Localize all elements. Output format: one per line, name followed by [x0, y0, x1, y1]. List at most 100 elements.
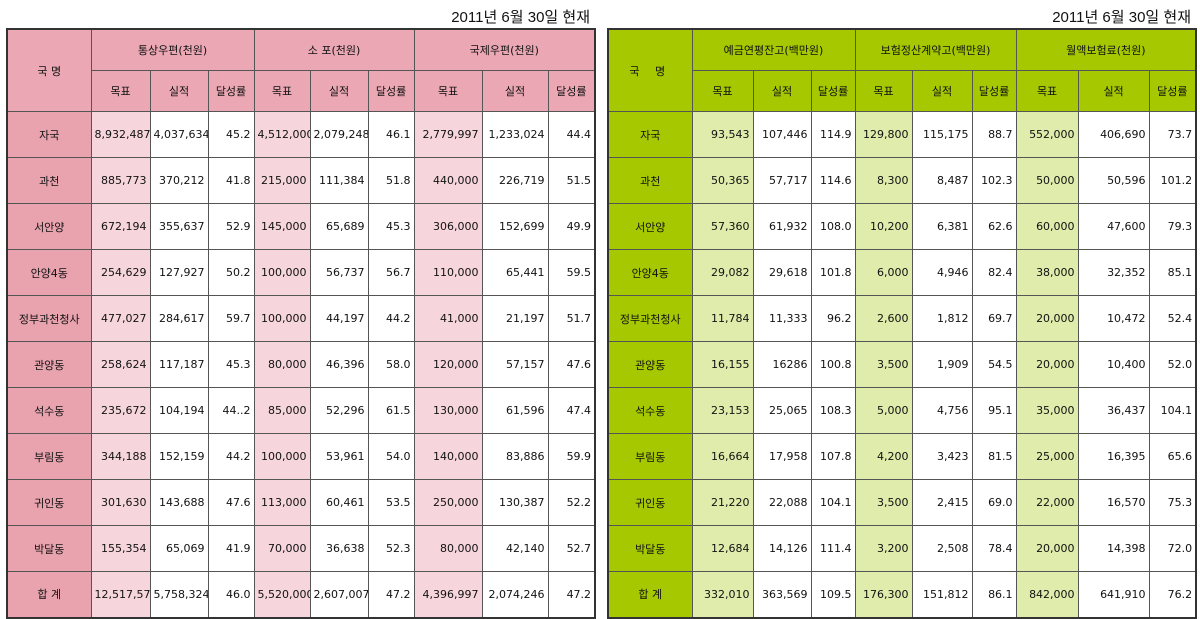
- target-cell: 38,000: [1015, 249, 1079, 296]
- rate-cell: 54.0: [367, 433, 415, 480]
- target-cell: 301,630: [90, 479, 151, 526]
- table-row: 합 계 332,010 363,569 109.5 176,300 151,812 86.1…: [607, 571, 1197, 618]
- actual-cell: 8,487: [911, 157, 973, 204]
- rate-cell: 114.6: [810, 157, 856, 204]
- rate-cell: 101.8: [810, 249, 856, 296]
- rate-cell: 104.1: [810, 479, 856, 526]
- office-name: 부림동: [6, 433, 92, 480]
- rate-cell: 44..2: [207, 387, 255, 434]
- table-row: 귀인동 301,630 143,688 47.6 113,000 60,461 53.5 25…: [6, 479, 596, 526]
- target-cell: 16,155: [691, 341, 754, 388]
- office-name: 안양4동: [6, 249, 92, 296]
- rate-cell: 47.2: [547, 571, 596, 618]
- target-cell: 477,027: [90, 295, 151, 342]
- table-row: 석수동 235,672 104,194 44..2 85,000 52,296 61.5 13…: [6, 387, 596, 434]
- target-cell: 140,000: [413, 433, 483, 480]
- table-row: 합 계12,517,5785,758,32446.05,520,0002,607…: [6, 571, 596, 618]
- target-cell: 20,000: [1015, 525, 1079, 572]
- target-cell: 23,153: [691, 387, 754, 434]
- table-row: 정부과천청사 11,784 11,333 96.2 2,600 1,812 69.7 20,0…: [607, 295, 1197, 342]
- target-cell: 113,000: [253, 479, 311, 526]
- table-row: 서안양 57,360 61,932 108.0 10,200 6,381 62.6 60,00…: [607, 203, 1197, 250]
- actual-cell: 10,400: [1077, 341, 1150, 388]
- actual-cell: 16,570: [1077, 479, 1150, 526]
- target-cell: 100,000: [253, 433, 311, 480]
- office-name: 과천: [607, 157, 693, 204]
- target-cell: 60,000: [1015, 203, 1079, 250]
- rate-cell: 51.7: [547, 295, 596, 342]
- rate-cell: 62.6: [971, 203, 1017, 250]
- actual-cell: 22,088: [752, 479, 812, 526]
- table-row: 자국 93,543 107,446 114.9 129,800 115,175 88.7 55…: [607, 111, 1197, 158]
- actual-cell: 57,717: [752, 157, 812, 204]
- country-header: 국 명: [607, 28, 693, 112]
- actual-cell: 14,398: [1077, 525, 1150, 572]
- table-row: 과천 50,365 57,717 114.6 8,300 8,487 102.3 50,000…: [607, 157, 1197, 204]
- rate-cell: 56.7: [367, 249, 415, 296]
- target-cell: 6,000: [854, 249, 913, 296]
- actual-cell: 50,596: [1077, 157, 1150, 204]
- target-cell: 842,000: [1015, 571, 1079, 618]
- table-row: 관양동 16,155 16286 100.8 3,500 1,909 54.5 20,000 1…: [607, 341, 1197, 388]
- rate-cell: 73.7: [1148, 111, 1197, 158]
- rate-cell: 46.1: [367, 111, 415, 158]
- actual-cell: 2,074,246: [481, 571, 549, 618]
- office-name: 석수동: [607, 387, 693, 434]
- target-cell: 344,188: [90, 433, 151, 480]
- rate-cell: 52.3: [367, 525, 415, 572]
- table-row: 안양4동 29,082 29,618 101.8 6,000 4,946 82.4 38,00…: [607, 249, 1197, 296]
- actual-cell: 65,441: [481, 249, 549, 296]
- rate-cell: 75.3: [1148, 479, 1197, 526]
- rate-cell: 47.6: [207, 479, 255, 526]
- rate-cell: 88.7: [971, 111, 1017, 158]
- target-cell: 130,000: [413, 387, 483, 434]
- actual-cell: 25,065: [752, 387, 812, 434]
- target-cell: 176,300: [854, 571, 913, 618]
- group-header: 소 포(천원): [253, 28, 415, 71]
- target-cell: 145,000: [253, 203, 311, 250]
- target-cell: 50,000: [1015, 157, 1079, 204]
- actual-cell: 36,638: [309, 525, 369, 572]
- finance-performance-panel: 2011년 6월 30일 현재 국 명 예금연평잔고(백만원) 보험정산계약고(…: [607, 0, 1198, 619]
- rate-cell: 104.1: [1148, 387, 1197, 434]
- rate-header: 달성률: [810, 70, 856, 112]
- table-row: 서안양 672,194 355,637 52.9 145,000 65,689 45.3 30…: [6, 203, 596, 250]
- table-row: 관양동 258,624 117,187 45.3 80,000 46,396 58.0 120…: [6, 341, 596, 388]
- actual-cell: 61,596: [481, 387, 549, 434]
- office-name: 서안양: [607, 203, 693, 250]
- rate-header: 달성률: [207, 70, 255, 112]
- rate-cell: 59.5: [547, 249, 596, 296]
- rate-cell: 47.4: [547, 387, 596, 434]
- actual-cell: 355,637: [149, 203, 209, 250]
- target-cell: 332,010: [691, 571, 754, 618]
- actual-cell: 52,296: [309, 387, 369, 434]
- office-name: 박달동: [6, 525, 92, 572]
- actual-header: 실적: [149, 70, 209, 112]
- target-cell: 4,512,000: [253, 111, 311, 158]
- actual-cell: 53,961: [309, 433, 369, 480]
- rate-cell: 85.1: [1148, 249, 1197, 296]
- actual-cell: 143,688: [149, 479, 209, 526]
- office-name: 정부과천청사: [6, 295, 92, 342]
- target-cell: 10,200: [854, 203, 913, 250]
- target-cell: 21,220: [691, 479, 754, 526]
- rate-cell: 69.7: [971, 295, 1017, 342]
- actual-cell: 4,946: [911, 249, 973, 296]
- actual-cell: 60,461: [309, 479, 369, 526]
- actual-cell: 363,569: [752, 571, 812, 618]
- rate-cell: 44.2: [367, 295, 415, 342]
- rate-cell: 111.4: [810, 525, 856, 572]
- group-header: 보험정산계약고(백만원): [854, 28, 1017, 71]
- actual-cell: 641,910: [1077, 571, 1150, 618]
- actual-cell: 65,069: [149, 525, 209, 572]
- target-cell: 2,600: [854, 295, 913, 342]
- target-header: 목표: [253, 70, 311, 112]
- rate-cell: 61.5: [367, 387, 415, 434]
- actual-cell: 83,886: [481, 433, 549, 480]
- target-cell: 93,543: [691, 111, 754, 158]
- actual-cell: 117,187: [149, 341, 209, 388]
- target-cell: 120,000: [413, 341, 483, 388]
- actual-cell: 2,607,007: [309, 571, 369, 618]
- table-row: 부림동 344,188 152,159 44.2 100,000 53,961 54.0 14…: [6, 433, 596, 480]
- table-row: 자국 8,932,487 4,037,634 45.2 4,512,000 2,079,2…: [6, 111, 596, 158]
